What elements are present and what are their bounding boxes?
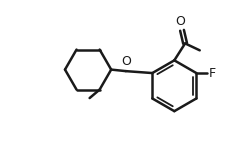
Text: O: O (176, 15, 186, 28)
Text: F: F (209, 67, 216, 80)
Text: O: O (121, 55, 131, 68)
